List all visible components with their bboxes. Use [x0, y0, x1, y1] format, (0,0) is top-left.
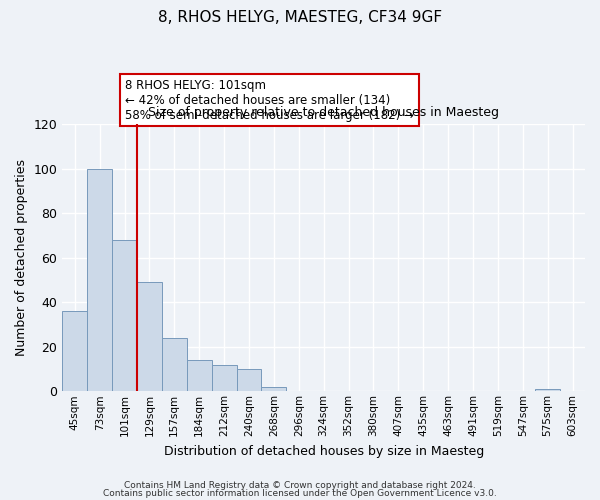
- Bar: [162, 338, 187, 392]
- Bar: [535, 389, 560, 392]
- Bar: [236, 369, 262, 392]
- Bar: [87, 169, 112, 392]
- Text: Contains public sector information licensed under the Open Government Licence v3: Contains public sector information licen…: [103, 488, 497, 498]
- Bar: [262, 387, 286, 392]
- Bar: [62, 311, 87, 392]
- Bar: [137, 282, 162, 392]
- Title: Size of property relative to detached houses in Maesteg: Size of property relative to detached ho…: [148, 106, 499, 119]
- Y-axis label: Number of detached properties: Number of detached properties: [15, 160, 28, 356]
- Bar: [212, 364, 236, 392]
- Text: Contains HM Land Registry data © Crown copyright and database right 2024.: Contains HM Land Registry data © Crown c…: [124, 481, 476, 490]
- Text: 8 RHOS HELYG: 101sqm
← 42% of detached houses are smaller (134)
58% of semi-deta: 8 RHOS HELYG: 101sqm ← 42% of detached h…: [125, 78, 414, 122]
- Bar: [112, 240, 137, 392]
- Bar: [187, 360, 212, 392]
- X-axis label: Distribution of detached houses by size in Maesteg: Distribution of detached houses by size …: [164, 444, 484, 458]
- Text: 8, RHOS HELYG, MAESTEG, CF34 9GF: 8, RHOS HELYG, MAESTEG, CF34 9GF: [158, 10, 442, 25]
